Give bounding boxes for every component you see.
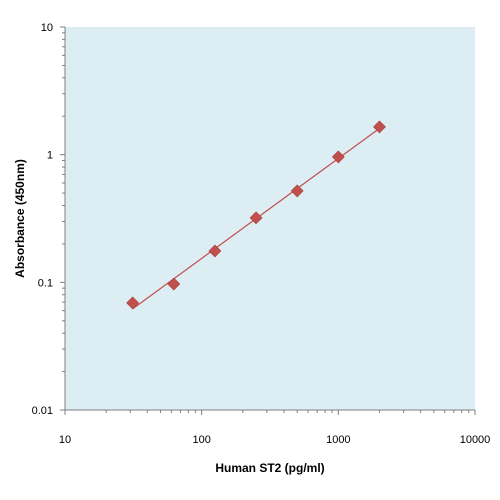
y-tick-label: 10 xyxy=(41,22,53,34)
data-point xyxy=(331,150,345,164)
data-point xyxy=(249,211,263,225)
data-point xyxy=(290,184,304,198)
y-tick-label: 0.01 xyxy=(32,405,53,417)
plot-area xyxy=(65,27,475,410)
x-axis-title: Human ST2 (pg/ml) xyxy=(215,461,324,475)
y-tick-labels: 0.01 0.1 1 10 xyxy=(32,22,53,417)
y-tick-label: 1 xyxy=(47,150,53,162)
data-point xyxy=(208,244,222,258)
data-point xyxy=(373,120,386,134)
x-tick-label: 100 xyxy=(192,434,210,446)
y-tick-label: 0.1 xyxy=(38,277,53,289)
data-points xyxy=(126,120,386,310)
y-axis-title: Absorbance (450nm) xyxy=(13,159,27,278)
x-tick-label: 10000 xyxy=(460,434,491,446)
x-tick-label: 1000 xyxy=(326,434,350,446)
x-tick-label: 10 xyxy=(59,434,71,446)
data-point xyxy=(167,277,181,291)
x-tick-labels: 10 100 1000 10000 xyxy=(59,434,490,446)
data-point xyxy=(126,296,140,310)
